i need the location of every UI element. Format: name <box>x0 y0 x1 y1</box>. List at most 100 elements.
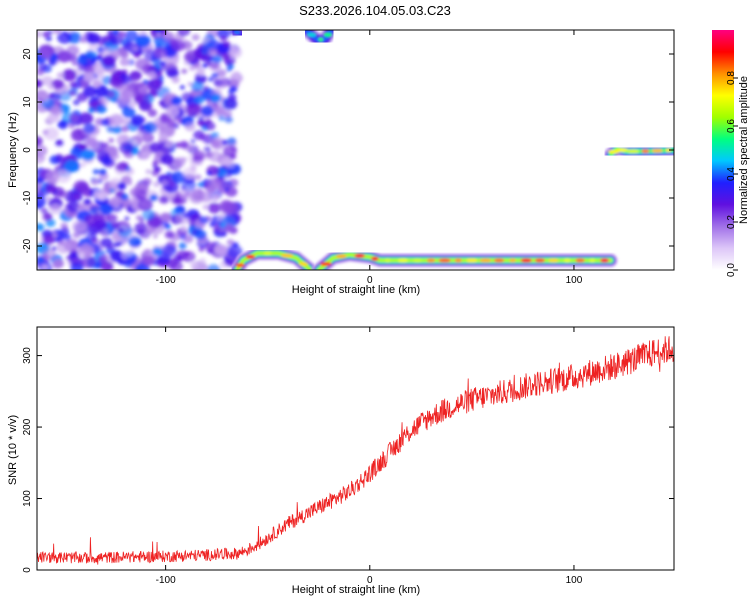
noise-blob <box>180 30 187 34</box>
snr-y-label: SNR (10 * v/v) <box>7 415 19 485</box>
noise-blob <box>100 260 114 270</box>
noise-blob <box>80 255 96 269</box>
signal-trace <box>299 30 338 47</box>
noise-blob <box>224 116 233 123</box>
noise-blob <box>37 62 48 71</box>
x-tick-label: 100 <box>566 575 583 586</box>
noise-blob <box>97 256 106 264</box>
noise-blob <box>100 237 113 248</box>
noise-blob <box>83 137 99 150</box>
noise-blob <box>202 85 209 92</box>
noise-blob <box>197 134 206 141</box>
noise-blob <box>109 75 124 87</box>
noise-blob <box>38 47 53 59</box>
noise-blob <box>147 109 158 117</box>
colorbar-tick-label: 0.4 <box>726 167 737 181</box>
noise-blob <box>118 30 126 38</box>
noise-blob <box>228 89 234 95</box>
noise-blob <box>77 204 85 211</box>
noise-blob <box>153 234 158 239</box>
noise-blob <box>109 114 124 126</box>
y-tick-label: -10 <box>22 190 33 205</box>
noise-blob <box>84 65 96 75</box>
noise-blob <box>214 229 223 237</box>
noise-blob <box>226 239 235 246</box>
noise-blob <box>71 220 88 234</box>
noise-blob <box>49 53 60 62</box>
noise-blob <box>129 248 135 253</box>
noise-blob <box>171 96 183 106</box>
noise-blob <box>193 62 202 69</box>
noise-blob <box>56 155 66 163</box>
trace-hotspot <box>371 256 379 261</box>
noise-blob <box>223 52 230 59</box>
trace-hotspot <box>454 258 462 263</box>
noise-blob <box>37 223 45 231</box>
noise-blob <box>162 31 174 41</box>
noise-blob <box>178 242 187 250</box>
noise-blob <box>69 81 78 89</box>
noise-blob <box>69 252 78 260</box>
trace-hotspot <box>320 262 332 266</box>
noise-blob <box>189 191 205 204</box>
noise-blob <box>139 151 151 160</box>
noise-blob <box>118 228 124 233</box>
noise-blob <box>223 41 231 48</box>
noise-blob <box>223 145 237 157</box>
noise-blob <box>134 95 143 103</box>
signal-trace <box>603 141 674 162</box>
noise-blob <box>99 168 107 176</box>
noise-blob <box>72 61 78 66</box>
noise-blob <box>56 72 65 79</box>
noise-blob <box>158 133 169 142</box>
trace-hotspot <box>466 258 478 263</box>
trace-hotspot <box>298 262 309 266</box>
noise-blob <box>197 119 206 126</box>
noise-blob <box>43 127 59 141</box>
noise-blob <box>37 153 45 164</box>
noise-blob <box>45 36 52 42</box>
snr-panel: -100 0 100 0 100 200 300 Height of straight li… <box>7 326 675 596</box>
noise-blob <box>171 171 186 184</box>
noise-blob <box>41 264 48 270</box>
noise-blob <box>41 76 54 86</box>
noise-blob <box>149 194 158 201</box>
noise-blob <box>184 122 196 132</box>
noise-blob <box>57 120 69 130</box>
noise-blob <box>173 116 178 121</box>
noise-blob <box>95 219 107 230</box>
noise-blob <box>191 34 200 41</box>
noise-blob <box>108 137 115 143</box>
signal-trace <box>226 30 249 42</box>
noise-blob <box>183 52 196 62</box>
noise-blob <box>203 146 212 153</box>
trace-hotspot <box>263 251 272 256</box>
noise-blob <box>179 140 189 149</box>
colorbar-tick-label: 0.6 <box>726 119 737 133</box>
noise-blob <box>158 100 165 106</box>
noise-blob <box>122 118 131 126</box>
noise-blob <box>209 222 216 228</box>
noise-blob <box>142 209 155 221</box>
x-tick-label: 0 <box>367 275 373 286</box>
x-tick-label: -100 <box>156 275 176 286</box>
trace-hotspot <box>575 258 585 263</box>
colorbar-tick-label: 0.8 <box>726 71 737 85</box>
noise-blob <box>180 225 187 231</box>
noise-blob <box>226 66 233 72</box>
noise-blob <box>46 170 60 182</box>
noise-blob <box>211 93 222 102</box>
noise-blob <box>111 221 120 229</box>
noise-blob <box>86 32 101 45</box>
noise-blob <box>124 216 130 221</box>
noise-blob <box>52 30 62 35</box>
noise-blob <box>179 234 187 240</box>
noise-blob <box>223 201 239 215</box>
noise-blob <box>206 264 221 270</box>
noise-blob <box>164 230 175 239</box>
spectrogram-y-label: Frequency (Hz) <box>7 112 19 188</box>
noise-blob <box>37 176 45 184</box>
noise-blob <box>159 212 172 223</box>
